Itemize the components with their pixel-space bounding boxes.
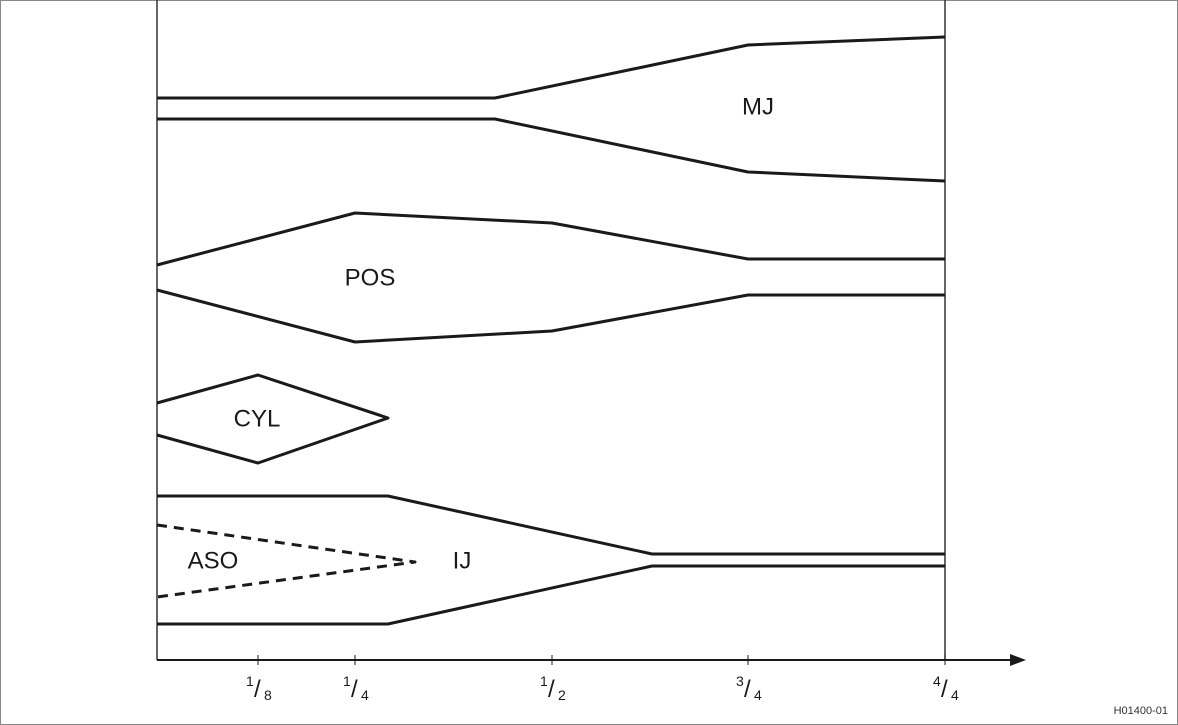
- ij-lower: [157, 564, 945, 626]
- tick-slash: /: [744, 676, 751, 703]
- figure-id: H01400-01: [1114, 705, 1168, 717]
- tick-marks: [257, 655, 946, 665]
- ij-upper: [157, 494, 945, 556]
- tick-denominator: 4: [361, 687, 369, 703]
- tick-denominator: 8: [264, 687, 272, 703]
- tick-denominator: 2: [558, 687, 566, 703]
- tick-numerator: 4: [933, 673, 941, 689]
- ij-label: IJ: [453, 547, 472, 574]
- tick-slash: /: [941, 676, 948, 703]
- cyl-shape: [156, 373, 390, 465]
- tick-slash: /: [548, 676, 555, 703]
- pos-label: POS: [345, 264, 396, 291]
- cyl-label: CYL: [234, 405, 281, 432]
- axis-arrow: [1010, 654, 1026, 666]
- tick-slash: /: [351, 676, 358, 703]
- mj-label: MJ: [742, 93, 774, 120]
- tick-numerator: 1: [343, 673, 351, 689]
- aso-shape: [156, 523, 417, 599]
- tick-slash: /: [254, 676, 261, 703]
- mj-lower: [157, 117, 946, 183]
- mj-upper: [157, 35, 946, 100]
- tick-numerator: 3: [736, 673, 744, 689]
- tick-denominator: 4: [754, 687, 762, 703]
- tick-labels: 1/81/41/23/44/4: [246, 673, 959, 703]
- tick-numerator: 1: [246, 673, 254, 689]
- tick-numerator: 1: [540, 673, 548, 689]
- pos-upper: [156, 211, 945, 267]
- tick-denominator: 4: [951, 687, 959, 703]
- pos-lower: [156, 288, 945, 344]
- aso-label: ASO: [188, 547, 239, 574]
